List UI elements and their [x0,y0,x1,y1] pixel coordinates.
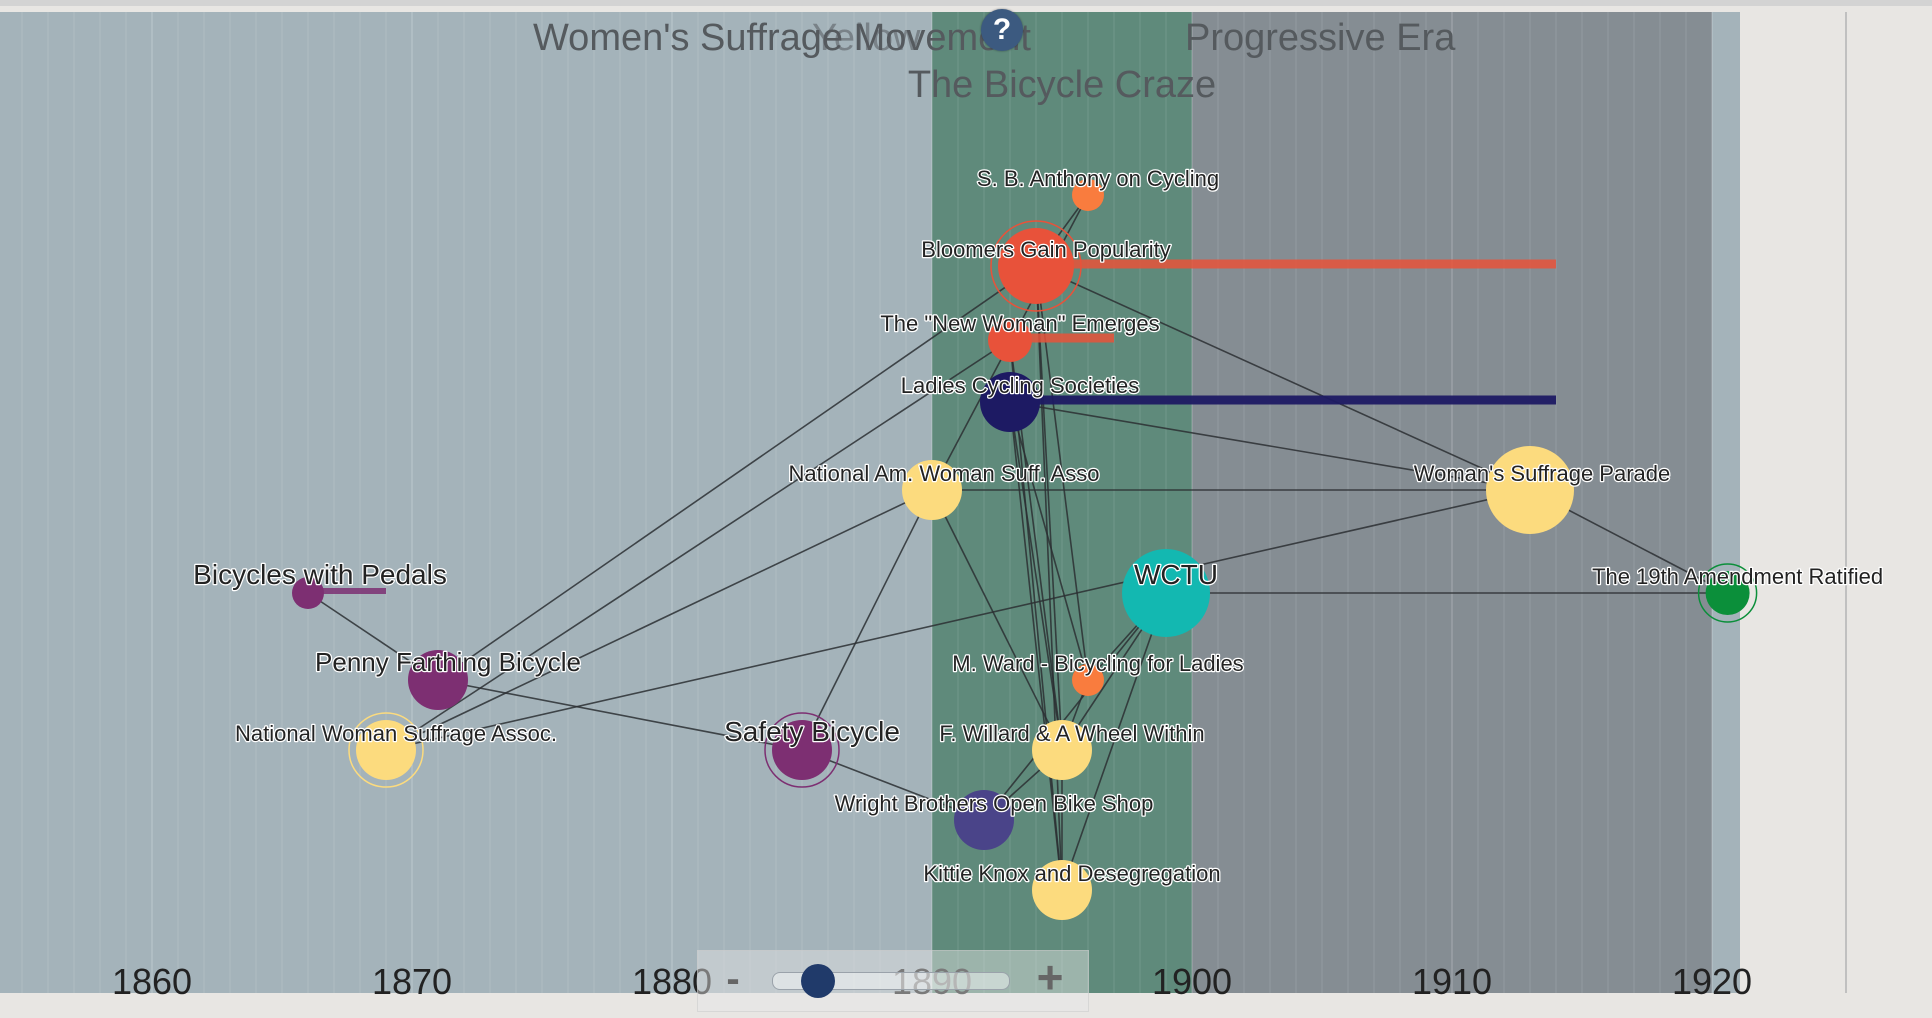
duration-bar-ladies [1010,395,1556,405]
event-label-safety: Safety Bicycle [724,716,900,747]
event-label-nwsa: National Woman Suffrage Assoc. [235,721,557,746]
event-label-amend19: The 19th Amendment Ratified [1592,564,1883,589]
event-label-bloomers: Bloomers Gain Popularity [921,237,1170,262]
year-tick-label: 1880 [632,961,712,1002]
event-label-wctu: WCTU [1134,559,1218,590]
event-label-nawsa: National Am. Woman Suff. Asso [788,461,1099,486]
event-node-bloomers[interactable] [998,228,1074,304]
event-node-amend19[interactable] [1705,571,1750,615]
event-node-willard[interactable] [1032,720,1092,780]
event-label-anthony: S. B. Anthony on Cycling [977,166,1219,191]
edge-ladies-knox [1009,401,1063,891]
year-tick-label: 1910 [1412,961,1492,1002]
connection-lines [307,194,1728,891]
node-ring-bloomers [990,220,1082,312]
event-node-safety[interactable] [772,720,832,780]
year-tick-label: 1920 [1672,961,1752,1002]
event-node-parade[interactable] [1486,446,1574,534]
year-tick-label: 1870 [372,961,452,1002]
zoom-out-button[interactable]: - [726,957,740,1001]
era-label-bicycle-craze: The Bicycle Craze [908,64,1216,106]
event-node-pedals[interactable] [292,577,324,609]
zoom-slider-track[interactable] [772,964,1010,998]
duration-bar-newwoman [1010,333,1114,343]
help-button[interactable]: ? [981,9,1023,51]
event-node-ladies[interactable] [980,372,1040,432]
node-ring-amend19 [1697,563,1758,623]
edge-bloomers-pennyfarthing [437,265,1037,681]
event-label-parade: Woman's Suffrage Parade [1414,461,1671,486]
edge-safety-wright [801,749,985,821]
duration-bars [308,259,1556,594]
edge-nawsa-willard [931,489,1063,751]
year-tick-label: 1890 [892,961,972,1002]
era-label-womens-suffrage: Women's Suffrage Movement [533,17,1031,59]
event-label-pennyfarthing: Penny Farthing Bicycle [315,647,581,677]
event-label-ladies: Ladies Cycling Societies [901,373,1139,398]
event-label-willard: F. Willard & A Wheel Within [939,721,1204,746]
year-axis: 1860 1870 1880 1890 1900 1910 1920 [112,961,1752,1002]
edge-nawsa-nwsa [385,489,933,751]
event-label-knox: Kittie Knox and Desegregation [923,861,1220,886]
event-label-pedals: Bicycles with Pedals [193,559,447,590]
era-bands [0,12,1740,993]
era-label-progressive-era: Progressive Era [1185,17,1456,59]
era-band-progressive-era [1192,12,1712,993]
edge-ladies-willard [1009,401,1063,751]
edge-bloomers-knox [1035,265,1063,891]
event-node-pennyfarthing[interactable] [408,650,468,710]
node-ring-nwsa [348,712,424,788]
event-node-wctu[interactable] [1122,549,1210,637]
event-node-nwsa[interactable] [356,720,416,780]
event-node-knox[interactable] [1032,860,1092,920]
event-labels: S. B. Anthony on Cycling Bloomers Gain Po… [192,165,1884,888]
zoom-control[interactable]: - + [697,950,1089,1012]
edge-pennyfarthing-safety [437,679,803,751]
year-tick-label: 1900 [1152,961,1232,1002]
edge-bloomers-parade [1035,265,1531,491]
event-node-anthony[interactable] [1072,179,1104,211]
zoom-slider-thumb[interactable] [801,964,836,998]
event-node-newwoman[interactable] [988,318,1032,362]
event-label-mward: M. Ward - Bicycling for Ladies [952,651,1243,676]
event-label-wright: Wright Brothers Open Bike Shop [835,791,1154,816]
duration-bar-pedals [308,588,386,594]
event-nodes[interactable] [292,179,1758,920]
edge-wctu-knox [1061,592,1167,891]
edge-nawsa-safety [801,489,933,751]
edge-bloomers-willard [1035,265,1063,751]
edge-wctu-wright [983,592,1167,821]
edge-ladies-mward [1009,401,1089,681]
event-label-newwoman: The "New Woman" Emerges [880,311,1159,336]
event-node-mward[interactable] [1072,664,1104,696]
event-node-nawsa[interactable] [902,460,962,520]
era-label-overlap: Yellow [812,17,921,59]
edge-ladies-parade [1009,401,1531,491]
era-labels: The Bicycle Craze Progressive Era Women's … [533,17,1456,106]
duration-bar-bloomers [1036,259,1556,269]
node-ring-safety [764,712,840,788]
top-border [0,0,1932,6]
event-node-wright[interactable] [954,790,1014,850]
year-tick-label: 1860 [112,961,192,1002]
edge-newwoman-nwsa [385,339,1011,751]
zoom-in-button[interactable]: + [1036,951,1064,1003]
